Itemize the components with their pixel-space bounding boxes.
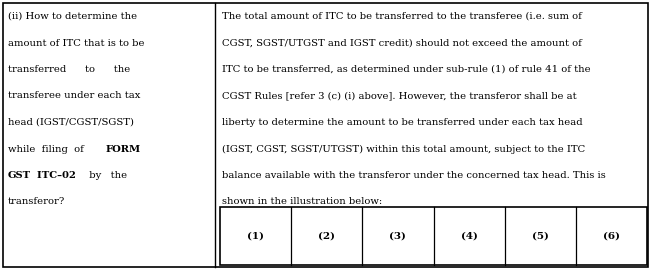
Text: (ii) How to determine the: (ii) How to determine the — [8, 12, 137, 21]
Text: CGST, SGST/UTGST and IGST credit) should not exceed the amount of: CGST, SGST/UTGST and IGST credit) should… — [222, 39, 582, 48]
Text: The total amount of ITC to be transferred to the transferee (i.e. sum of: The total amount of ITC to be transferre… — [222, 12, 582, 21]
Text: shown in the illustration below:: shown in the illustration below: — [222, 197, 382, 207]
Text: ITC to be transferred, as determined under sub-rule (1) of rule 41 of the: ITC to be transferred, as determined und… — [222, 65, 590, 74]
Text: transferor?: transferor? — [8, 197, 65, 207]
Text: ITC–02: ITC–02 — [30, 171, 76, 180]
Text: amount of ITC that is to be: amount of ITC that is to be — [8, 39, 145, 48]
Text: (2): (2) — [318, 231, 335, 241]
Text: liberty to determine the amount to be transferred under each tax head: liberty to determine the amount to be tr… — [222, 118, 583, 127]
Text: balance available with the transferor under the concerned tax head. This is: balance available with the transferor un… — [222, 171, 605, 180]
Text: while  filing  of: while filing of — [8, 144, 90, 154]
Text: (4): (4) — [461, 231, 478, 241]
Text: head (IGST/CGST/SGST): head (IGST/CGST/SGST) — [8, 118, 134, 127]
Text: FORM: FORM — [106, 144, 141, 154]
Text: (6): (6) — [603, 231, 620, 241]
Text: (5): (5) — [532, 231, 549, 241]
Text: (IGST, CGST, SGST/UTGST) within this total amount, subject to the ITC: (IGST, CGST, SGST/UTGST) within this tot… — [222, 144, 585, 154]
Text: transferred      to      the: transferred to the — [8, 65, 130, 74]
Bar — [220, 207, 647, 265]
Text: transferee under each tax: transferee under each tax — [8, 92, 141, 100]
Text: (3): (3) — [389, 231, 406, 241]
Text: by   the: by the — [83, 171, 127, 180]
Text: CGST Rules [refer 3 (c) (i) above]. However, the transferor shall be at: CGST Rules [refer 3 (c) (i) above]. Howe… — [222, 92, 577, 100]
Text: (1): (1) — [247, 231, 264, 241]
Text: GST: GST — [8, 171, 31, 180]
